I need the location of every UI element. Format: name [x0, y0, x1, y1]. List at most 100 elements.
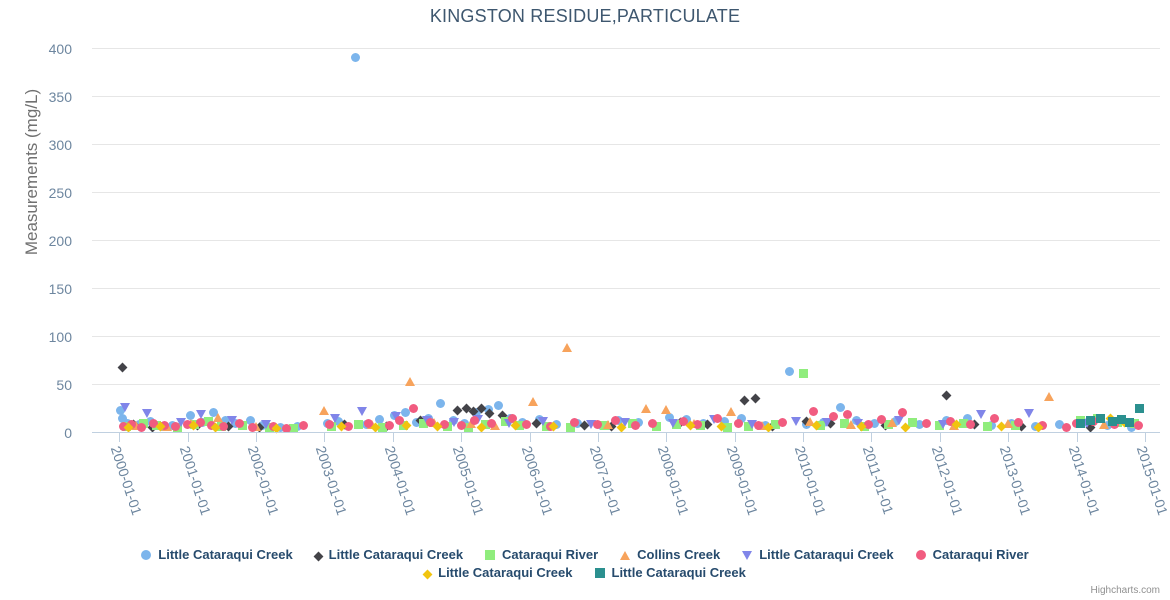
y-axis-tick-label: 350 [48, 89, 72, 105]
data-point [675, 417, 685, 428]
legend-item[interactable]: Little Cataraqui Creek [742, 546, 894, 564]
data-point [265, 422, 275, 432]
data-point [419, 418, 429, 428]
highcharts-credit[interactable]: Highcharts.com [1090, 585, 1160, 596]
y-axis-tick-label: 250 [48, 185, 72, 201]
data-point [135, 419, 145, 429]
data-point [456, 420, 466, 430]
data-point [548, 421, 559, 432]
data-point [996, 421, 1007, 432]
data-point [938, 419, 949, 429]
data-point [586, 419, 597, 429]
chart-legend: Little Cataraqui Creek Little Cataraqui C… [0, 546, 1170, 582]
gridline [92, 96, 1160, 97]
data-point [117, 362, 128, 373]
legend-item[interactable]: Little Cataraqui Creek [422, 564, 573, 582]
data-point [1130, 418, 1140, 428]
x-axis-tick [392, 433, 394, 442]
data-point [362, 419, 372, 429]
data-point [428, 417, 439, 427]
data-point [175, 417, 186, 427]
data-point [258, 420, 268, 430]
data-point [893, 415, 904, 425]
data-point [784, 367, 794, 377]
data-point [661, 405, 672, 415]
data-point [195, 417, 205, 427]
y-axis-tick-label: 200 [48, 233, 72, 249]
x-axis-tick [871, 433, 873, 442]
data-point [452, 405, 463, 416]
data-point [357, 407, 368, 417]
legend-item[interactable]: Little Cataraqui Creek [141, 546, 293, 564]
data-point [900, 422, 911, 433]
data-point [136, 422, 146, 432]
data-point [1134, 404, 1144, 414]
data-point [579, 420, 590, 431]
data-point [329, 414, 340, 424]
legend-label: Little Cataraqui Creek [759, 547, 894, 562]
legend-diamond-icon [422, 569, 433, 580]
data-point [962, 414, 972, 424]
data-point [819, 417, 829, 427]
data-point [149, 418, 159, 428]
data-point [490, 420, 501, 430]
data-point [778, 417, 788, 427]
data-point [600, 420, 610, 430]
data-point [389, 411, 399, 421]
data-point [1125, 417, 1135, 427]
data-point [185, 411, 195, 421]
chart-title: KINGSTON RESIDUE,PARTICULATE [429, 6, 741, 26]
data-point [921, 418, 931, 428]
data-point [497, 410, 508, 421]
data-point [374, 415, 384, 425]
data-point [218, 421, 228, 431]
data-point [471, 408, 481, 418]
data-point [198, 417, 208, 427]
data-point [668, 418, 679, 428]
legend-label: Little Cataraqui Creek [328, 547, 464, 562]
data-point [141, 409, 152, 419]
data-point [152, 420, 162, 430]
data-point [384, 420, 394, 430]
data-point [1092, 414, 1102, 424]
legend-item[interactable]: Little Cataraqui Creek [594, 564, 746, 582]
legend-item[interactable]: Little Cataraqui Creek [313, 546, 464, 564]
data-point [1054, 419, 1064, 429]
data-point [463, 422, 473, 432]
data-point [425, 417, 435, 427]
data-point [1109, 419, 1119, 429]
data-point [914, 419, 924, 429]
data-point [123, 422, 134, 433]
data-point [333, 416, 343, 426]
data-point [370, 422, 381, 433]
data-point [610, 415, 620, 425]
data-point [145, 416, 155, 426]
y-axis-tick-label: 50 [56, 377, 72, 393]
data-point [217, 421, 227, 431]
data-point [1105, 413, 1116, 424]
x-axis-tick [734, 433, 736, 442]
data-point [942, 415, 952, 425]
data-point [1119, 417, 1130, 428]
legend-item[interactable]: Collins Creek [620, 546, 720, 564]
data-point [627, 418, 637, 428]
data-point [510, 420, 521, 431]
data-point [852, 418, 863, 428]
x-axis-tick [256, 433, 258, 442]
data-point [484, 405, 494, 415]
data-point [422, 415, 433, 425]
data-point [193, 420, 203, 431]
data-point [990, 414, 1000, 424]
data-point [552, 419, 562, 429]
data-point [851, 415, 861, 425]
legend-item[interactable]: Cataraqui River [915, 546, 1029, 564]
data-point [606, 421, 617, 432]
legend-label: Collins Creek [637, 547, 721, 562]
data-point [1016, 421, 1027, 432]
data-point [740, 395, 750, 406]
legend-item[interactable]: Cataraqui River [485, 546, 598, 564]
data-point [190, 419, 200, 429]
data-point [951, 419, 962, 430]
x-axis-tick-label: 2004-01-01 [381, 444, 419, 518]
data-point [648, 418, 658, 428]
